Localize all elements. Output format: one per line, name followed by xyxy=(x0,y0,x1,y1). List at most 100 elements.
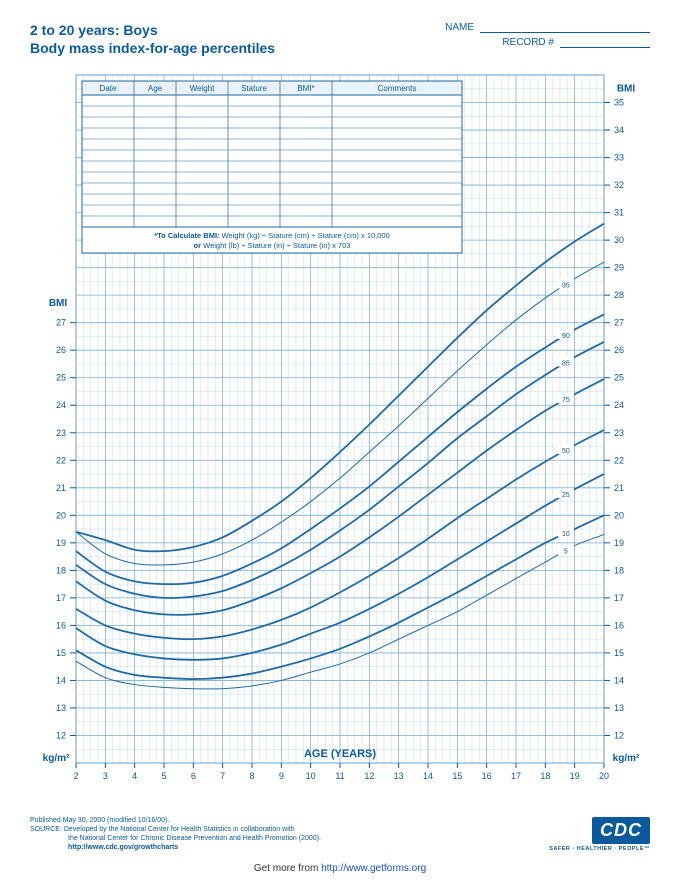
svg-text:12: 12 xyxy=(364,771,374,781)
svg-text:BMI*: BMI* xyxy=(297,84,314,93)
svg-text:30: 30 xyxy=(614,235,624,245)
svg-text:15: 15 xyxy=(452,771,462,781)
svg-text:75: 75 xyxy=(562,397,570,404)
getmore-link[interactable]: http://www.getforms.org xyxy=(321,863,426,874)
svg-text:90: 90 xyxy=(562,333,570,340)
svg-text:BMI: BMI xyxy=(49,298,68,309)
svg-text:Weight: Weight xyxy=(190,84,216,93)
cdc-logo: CDC SAFER · HEALTHIER · PEOPLE™ xyxy=(549,817,650,852)
source-label: SOURCE: xyxy=(30,826,62,833)
svg-text:12: 12 xyxy=(614,730,624,740)
svg-text:27: 27 xyxy=(56,318,66,328)
svg-text:95: 95 xyxy=(562,282,570,289)
svg-text:27: 27 xyxy=(614,318,624,328)
svg-text:26: 26 xyxy=(56,345,66,355)
svg-text:Date: Date xyxy=(100,84,117,93)
svg-text:18: 18 xyxy=(56,565,66,575)
svg-text:33: 33 xyxy=(614,153,624,163)
svg-text:23: 23 xyxy=(56,428,66,438)
svg-text:10: 10 xyxy=(562,531,570,538)
svg-text:11: 11 xyxy=(335,771,344,781)
svg-text:28: 28 xyxy=(614,290,624,300)
svg-text:17: 17 xyxy=(614,593,624,603)
patient-fields: NAME RECORD # xyxy=(445,22,650,52)
svg-text:25: 25 xyxy=(562,492,570,499)
svg-text:19: 19 xyxy=(56,538,66,548)
svg-text:31: 31 xyxy=(614,208,624,218)
svg-text:16: 16 xyxy=(614,620,624,630)
svg-text:4: 4 xyxy=(132,771,137,781)
svg-text:20: 20 xyxy=(599,771,609,781)
svg-text:29: 29 xyxy=(614,263,624,273)
svg-text:24: 24 xyxy=(56,400,66,410)
source-line1: Developed by the National Center for Hea… xyxy=(64,826,295,833)
svg-text:5: 5 xyxy=(161,771,166,781)
svg-text:kg/m²: kg/m² xyxy=(43,753,70,764)
svg-text:19: 19 xyxy=(614,538,624,548)
svg-text:32: 32 xyxy=(614,180,624,190)
svg-text:3: 3 xyxy=(103,771,108,781)
svg-text:6: 6 xyxy=(191,771,196,781)
svg-text:12: 12 xyxy=(56,730,66,740)
svg-text:2: 2 xyxy=(73,771,78,781)
svg-text:34: 34 xyxy=(614,125,624,135)
published-line: Published May 30, 2000 (modified 10/16/0… xyxy=(30,816,321,825)
svg-text:25: 25 xyxy=(56,373,66,383)
svg-text:19: 19 xyxy=(570,771,580,781)
svg-text:26: 26 xyxy=(614,345,624,355)
svg-text:14: 14 xyxy=(56,675,66,685)
source-text: Published May 30, 2000 (modified 10/16/0… xyxy=(30,816,321,852)
svg-text:15: 15 xyxy=(614,648,624,658)
svg-text:13: 13 xyxy=(614,703,624,713)
name-input-line[interactable] xyxy=(480,22,650,33)
svg-text:13: 13 xyxy=(56,703,66,713)
record-label: RECORD # xyxy=(502,37,554,48)
svg-text:16: 16 xyxy=(482,771,492,781)
page-title: 2 to 20 years: Boys Body mass index-for-… xyxy=(30,22,275,57)
svg-text:22: 22 xyxy=(56,455,66,465)
record-input-line[interactable] xyxy=(560,37,650,48)
svg-text:14: 14 xyxy=(423,771,433,781)
svg-text:14: 14 xyxy=(614,675,624,685)
svg-text:18: 18 xyxy=(540,771,550,781)
svg-text:7: 7 xyxy=(220,771,225,781)
title-line2: Body mass index-for-age percentiles xyxy=(30,40,275,56)
svg-text:85: 85 xyxy=(562,360,570,367)
source-line2: the National Center for Chronic Disease … xyxy=(30,834,321,843)
svg-text:5: 5 xyxy=(564,549,568,556)
svg-text:23: 23 xyxy=(614,428,624,438)
svg-text:kg/m²: kg/m² xyxy=(613,753,640,764)
svg-text:25: 25 xyxy=(614,373,624,383)
svg-text:Stature: Stature xyxy=(241,84,267,93)
svg-text:AGE (YEARS): AGE (YEARS) xyxy=(304,748,376,760)
svg-text:20: 20 xyxy=(56,510,66,520)
svg-text:50: 50 xyxy=(562,448,570,455)
source-url: http://www.cdc.gov/growthcharts xyxy=(68,844,178,851)
svg-text:Age: Age xyxy=(148,84,163,93)
name-label: NAME xyxy=(445,22,474,33)
svg-text:16: 16 xyxy=(56,620,66,630)
svg-text:35: 35 xyxy=(614,98,624,108)
cdc-logo-text: CDC xyxy=(592,817,650,844)
get-more-footer: Get more from http://www.getforms.org xyxy=(0,863,680,874)
svg-text:21: 21 xyxy=(614,483,624,493)
svg-text:20: 20 xyxy=(614,510,624,520)
title-line1: 2 to 20 years: Boys xyxy=(30,22,158,38)
svg-text:10: 10 xyxy=(306,771,316,781)
svg-text:8: 8 xyxy=(249,771,254,781)
svg-text:Comments: Comments xyxy=(378,84,417,93)
svg-text:BMI: BMI xyxy=(617,84,636,95)
svg-text:9: 9 xyxy=(279,771,284,781)
svg-text:17: 17 xyxy=(511,771,521,781)
svg-text:17: 17 xyxy=(56,593,66,603)
cdc-tagline: SAFER · HEALTHIER · PEOPLE™ xyxy=(549,846,650,852)
svg-text:15: 15 xyxy=(56,648,66,658)
svg-text:*To Calculate BMI: Weight (kg): *To Calculate BMI: Weight (kg) ÷ Stature… xyxy=(154,231,390,240)
svg-text:or Weight (lb) ÷ Stature (in): or Weight (lb) ÷ Stature (in) ÷ Stature … xyxy=(194,241,351,250)
svg-text:24: 24 xyxy=(614,400,624,410)
getmore-prefix: Get more from xyxy=(254,863,321,874)
growth-chart: 1213141516171819202122232425262712131415… xyxy=(30,67,650,807)
svg-text:22: 22 xyxy=(614,455,624,465)
svg-text:13: 13 xyxy=(394,771,404,781)
svg-text:21: 21 xyxy=(56,483,66,493)
